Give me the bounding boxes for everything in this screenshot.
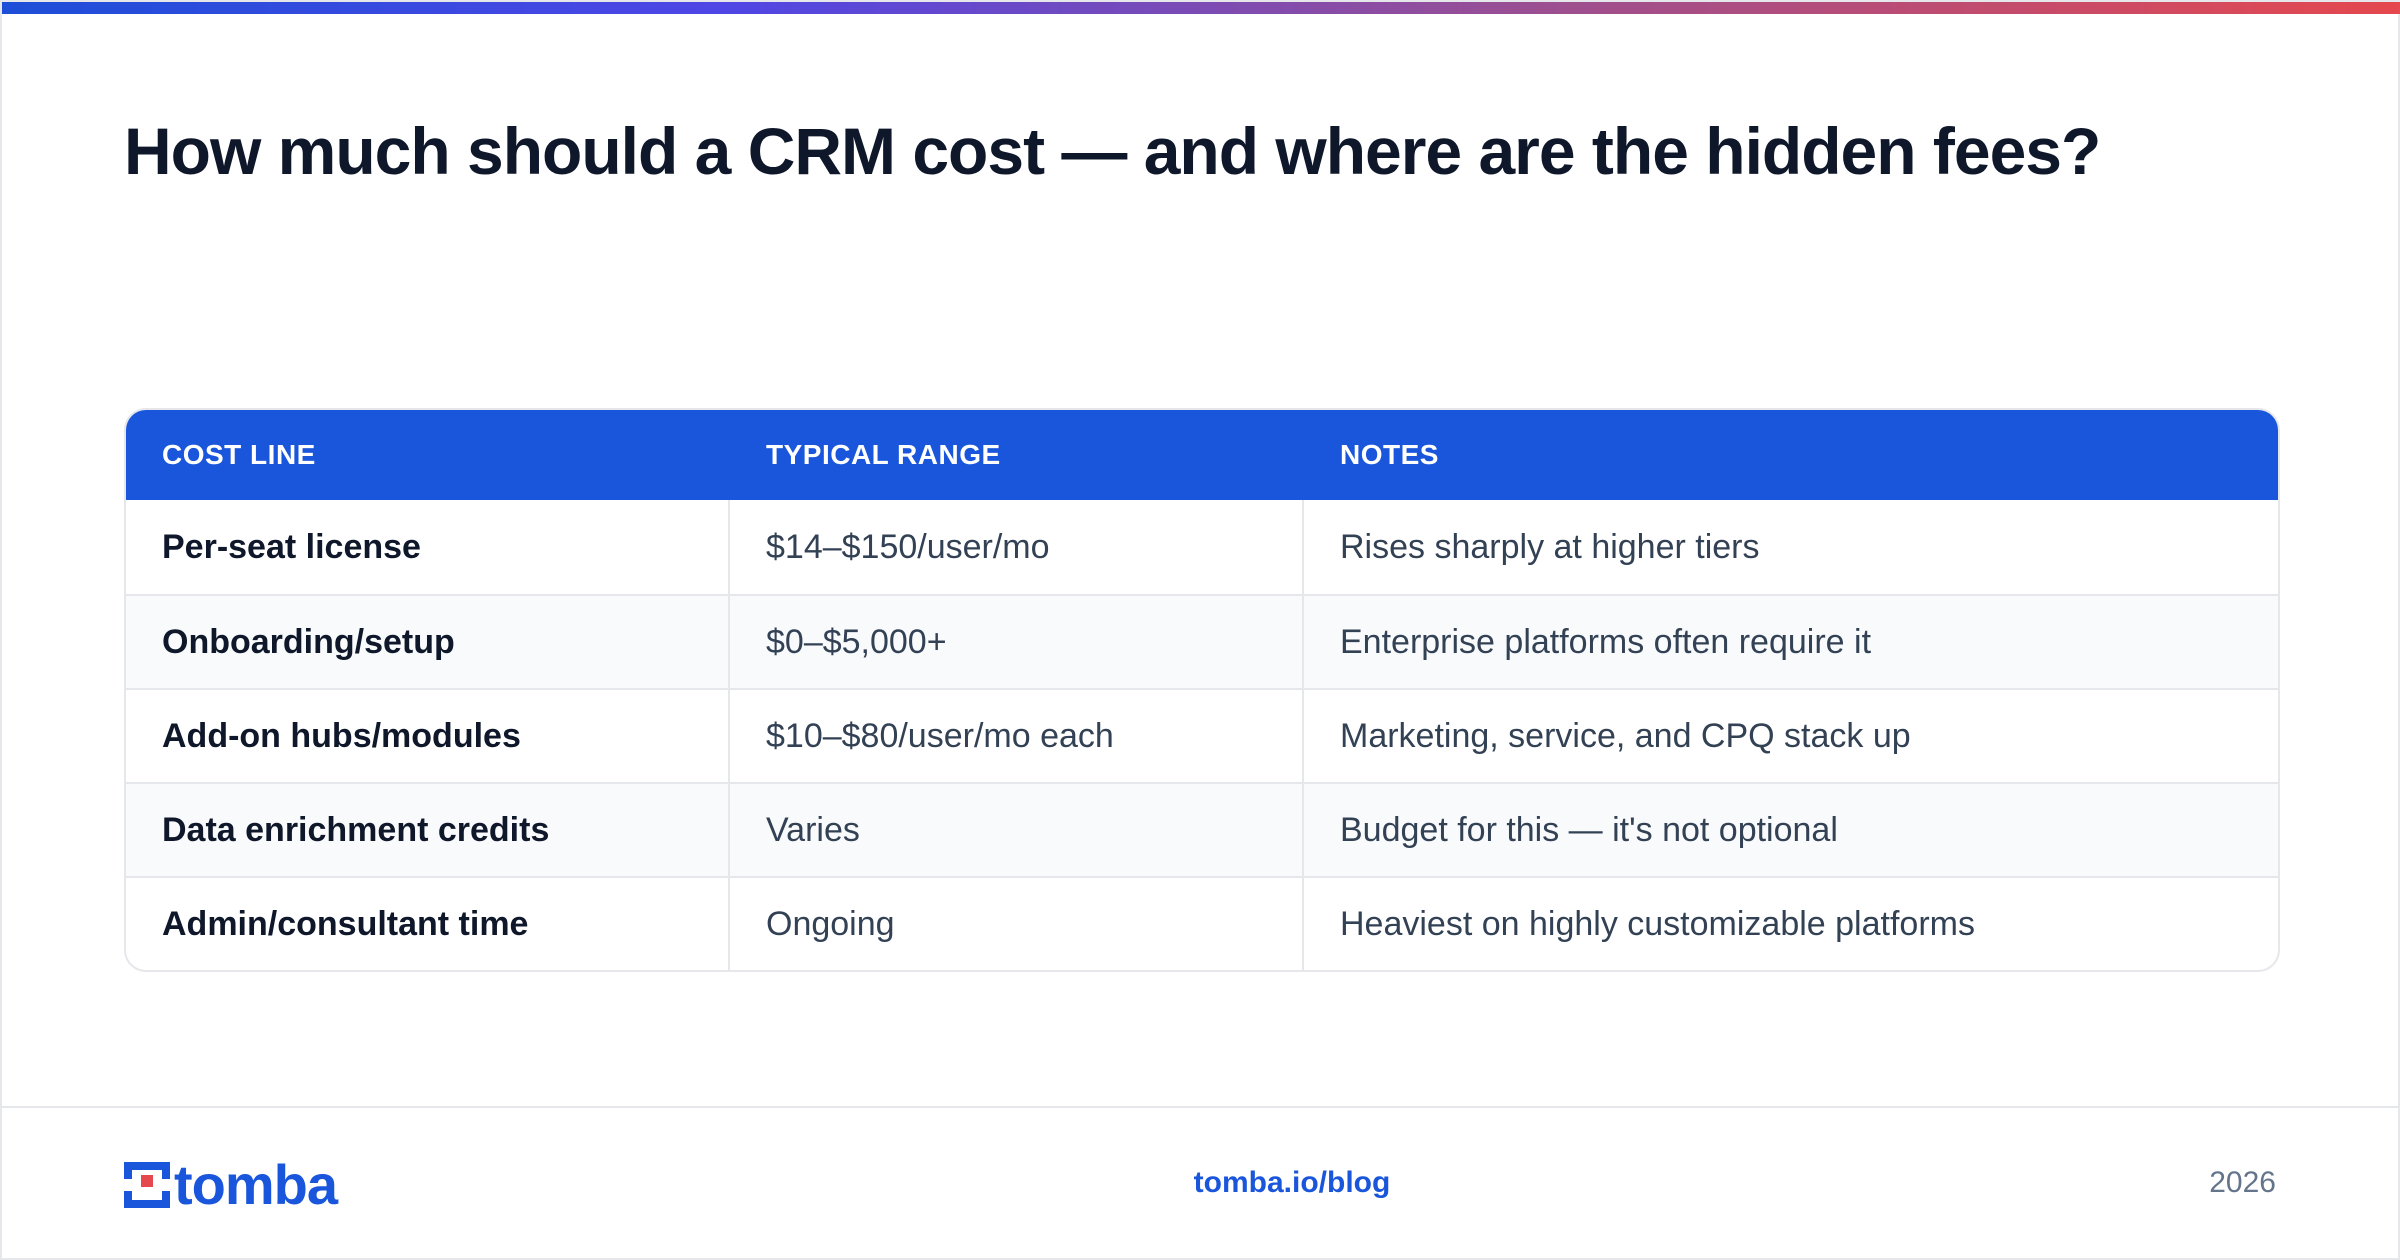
notes-cell: Heaviest on highly customizable platform… <box>1340 904 1975 943</box>
cost-line-cell: Add-on hubs/modules <box>126 690 730 782</box>
header-cost-line: COST LINE <box>162 439 316 470</box>
notes-cell: Budget for this — it's not optional <box>1340 810 1838 849</box>
table-header: COST LINE TYPICAL RANGE NOTES <box>126 410 2278 500</box>
notes-cell: Marketing, service, and CPQ stack up <box>1340 716 1911 755</box>
header-notes: NOTES <box>1340 439 1439 470</box>
table-row: Per-seat license $14–$150/user/mo Rises … <box>126 500 2278 594</box>
cost-line-cell: Onboarding/setup <box>126 596 730 688</box>
range-cell: Ongoing <box>730 878 1304 970</box>
blog-link[interactable]: tomba.io/blog <box>1193 1166 1391 1199</box>
tomba-logo[interactable]: tomba <box>124 1153 338 1216</box>
notes-cell: Rises sharply at higher tiers <box>1340 527 1760 566</box>
cost-line-cell: Data enrichment credits <box>126 784 730 876</box>
footer-divider <box>2 1106 2400 1108</box>
table-body: Per-seat license $14–$150/user/mo Rises … <box>126 500 2278 970</box>
table-row: Add-on hubs/modules $10–$80/user/mo each… <box>126 688 2278 782</box>
logo-wordmark: tomba <box>174 1153 338 1216</box>
notes-cell: Enterprise platforms often require it <box>1340 622 1872 661</box>
top-gradient-bar <box>2 2 2400 14</box>
table-row: Onboarding/setup $0–$5,000+ Enterprise p… <box>126 594 2278 688</box>
table-row: Admin/consultant time Ongoing Heaviest o… <box>126 876 2278 970</box>
footer-year: 2026 <box>2209 1166 2276 1199</box>
page-title: How much should a CRM cost — and where a… <box>124 114 2101 188</box>
range-cell: Varies <box>730 784 1304 876</box>
range-cell: $14–$150/user/mo <box>730 500 1304 594</box>
range-cell: $10–$80/user/mo each <box>730 690 1304 782</box>
cost-table: COST LINE TYPICAL RANGE NOTES Per-seat l… <box>124 408 2280 972</box>
cost-line-cell: Admin/consultant time <box>126 878 730 970</box>
header-typical-range: TYPICAL RANGE <box>766 439 1001 470</box>
range-cell: $0–$5,000+ <box>730 596 1304 688</box>
table-row: Data enrichment credits Varies Budget fo… <box>126 782 2278 876</box>
tomba-logo-icon <box>124 1162 170 1208</box>
cost-line-cell: Per-seat license <box>126 500 730 594</box>
